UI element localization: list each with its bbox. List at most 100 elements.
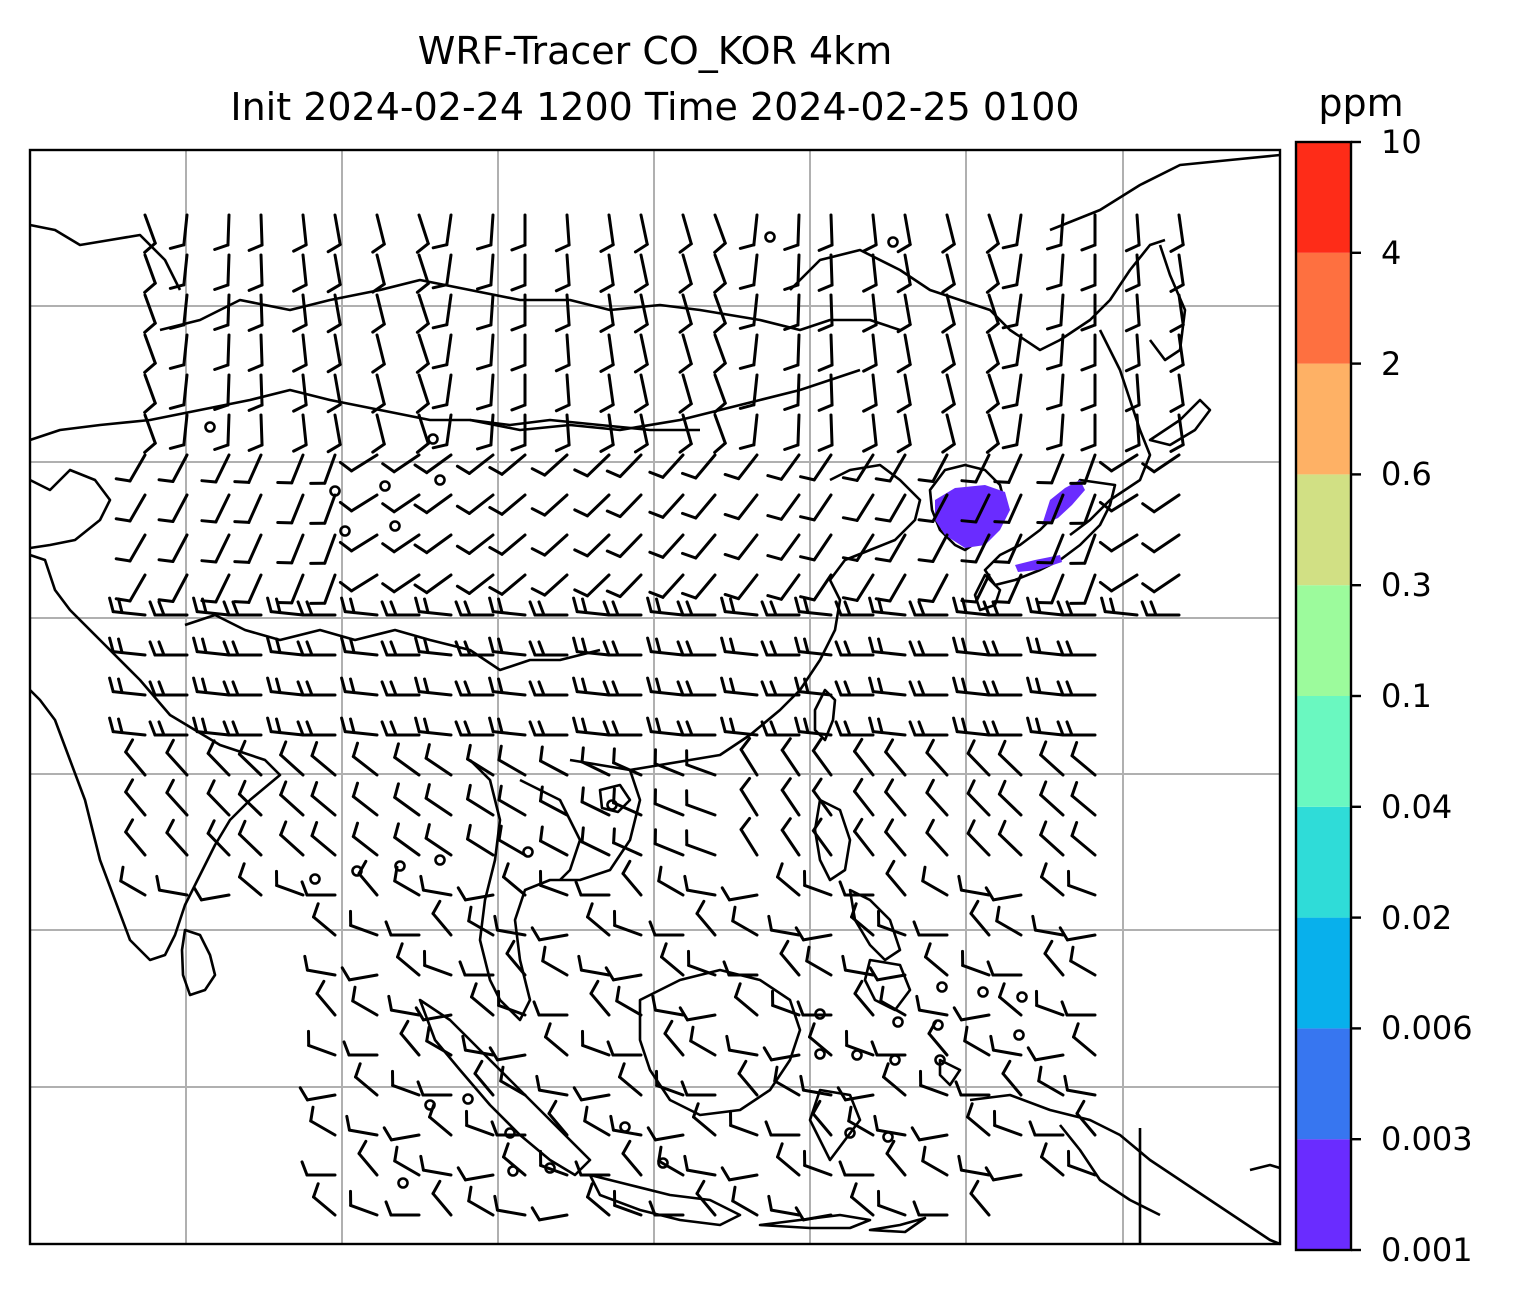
wind-barb xyxy=(1036,533,1065,565)
west-edge-coast xyxy=(29,223,182,291)
wind-barb xyxy=(874,533,907,563)
wind-barb xyxy=(108,636,147,657)
wind-barb xyxy=(783,213,801,251)
wind-barb xyxy=(528,720,569,737)
wind-barb xyxy=(870,1040,907,1057)
wind-barb xyxy=(917,453,949,483)
wind-barb xyxy=(985,373,1000,414)
wind-barb xyxy=(539,869,569,897)
wind-barb xyxy=(342,1040,379,1057)
wind-barb xyxy=(663,1019,685,1057)
wind-barb xyxy=(296,720,337,737)
wind-barb xyxy=(780,817,801,857)
wind-barb xyxy=(602,720,643,737)
wind-barb xyxy=(847,1105,875,1137)
wind-barb xyxy=(476,373,495,411)
wind-barb xyxy=(599,253,615,293)
wind-barb xyxy=(165,778,189,817)
wind-barb xyxy=(803,869,833,897)
wind-barb xyxy=(838,880,875,897)
wind-barb xyxy=(573,533,611,558)
wind-barb xyxy=(1070,780,1097,817)
wind-barb xyxy=(371,333,386,374)
wind-barb xyxy=(633,253,649,294)
wind-barb xyxy=(488,716,527,737)
wind-barb xyxy=(1036,573,1065,605)
wind-barb xyxy=(1169,333,1185,373)
wind-barb xyxy=(602,600,643,617)
wind-barb xyxy=(783,293,801,331)
wind-barb xyxy=(969,899,991,937)
wind-barb xyxy=(648,533,685,559)
colorbar-tick-label: 2 xyxy=(1381,344,1402,383)
wind-barb xyxy=(554,213,571,253)
wind-barb xyxy=(917,493,949,523)
wind-barb xyxy=(648,1200,685,1217)
wind-barb xyxy=(799,453,833,482)
wind-barb xyxy=(455,493,495,515)
wind-barb xyxy=(233,493,263,524)
wind-barb xyxy=(1063,1074,1097,1097)
wind-barb xyxy=(544,1022,569,1057)
wind-barb xyxy=(966,819,991,857)
wind-barb xyxy=(233,533,263,564)
wind-barb xyxy=(853,979,875,1017)
wind-barb xyxy=(993,453,1023,484)
wind-barb xyxy=(431,293,453,330)
wind-barb xyxy=(633,333,649,374)
wind-barb xyxy=(896,293,912,334)
wind-barb xyxy=(155,874,189,897)
wind-barb xyxy=(192,716,231,737)
wind-barb xyxy=(838,1160,875,1177)
wind-barb xyxy=(467,905,495,937)
wind-barb xyxy=(497,744,527,777)
wind-barb xyxy=(713,373,727,414)
sri-lanka xyxy=(180,928,217,997)
wind-barb xyxy=(296,600,337,617)
wind-barb xyxy=(882,1062,907,1097)
wind-barb xyxy=(266,676,305,697)
wind-barb xyxy=(695,899,717,937)
wind-barb xyxy=(678,413,693,454)
wind-barb xyxy=(455,573,495,595)
primorye-coast xyxy=(1069,329,1152,537)
wind-barb xyxy=(340,596,379,617)
wind-barb xyxy=(1124,213,1141,253)
wind-barb xyxy=(680,1080,717,1097)
wind-barb xyxy=(393,782,421,817)
wind-barb xyxy=(488,573,527,596)
wind-barb xyxy=(573,573,611,598)
colorbar-tick-label: 0.006 xyxy=(1381,1009,1473,1048)
calm-wind-circle xyxy=(657,1157,669,1169)
wind-barb xyxy=(678,333,693,374)
wind-barb xyxy=(340,676,379,697)
wind-barb xyxy=(957,874,991,897)
wind-barb xyxy=(1141,453,1181,474)
wind-barb xyxy=(455,453,495,475)
wind-barb xyxy=(413,573,453,595)
wind-barb xyxy=(1040,862,1065,897)
wind-barb xyxy=(168,333,189,370)
wind-barb xyxy=(148,640,189,657)
wind-barb xyxy=(599,333,615,373)
wind-barb xyxy=(266,716,305,737)
wind-barb xyxy=(1080,213,1097,252)
calm-wind-circle xyxy=(1016,991,1028,1003)
wind-barb xyxy=(168,253,189,290)
wind-barb xyxy=(168,413,189,450)
wind-barb xyxy=(646,636,685,657)
calm-wind-circle xyxy=(507,1165,519,1177)
wind-barb xyxy=(303,954,337,977)
wind-barb xyxy=(599,413,615,453)
wind-barb xyxy=(655,1069,685,1097)
wind-barb xyxy=(206,739,231,777)
wind-barb xyxy=(646,596,685,617)
calm-wind-circle xyxy=(397,1177,409,1189)
calm-wind-circle xyxy=(932,1019,944,1031)
wind-barb xyxy=(738,213,759,250)
wind-barb xyxy=(124,738,147,777)
wind-barb xyxy=(387,994,421,1017)
wind-barb xyxy=(762,1046,801,1062)
wind-barb xyxy=(415,293,430,334)
wind-barb xyxy=(1169,253,1185,293)
